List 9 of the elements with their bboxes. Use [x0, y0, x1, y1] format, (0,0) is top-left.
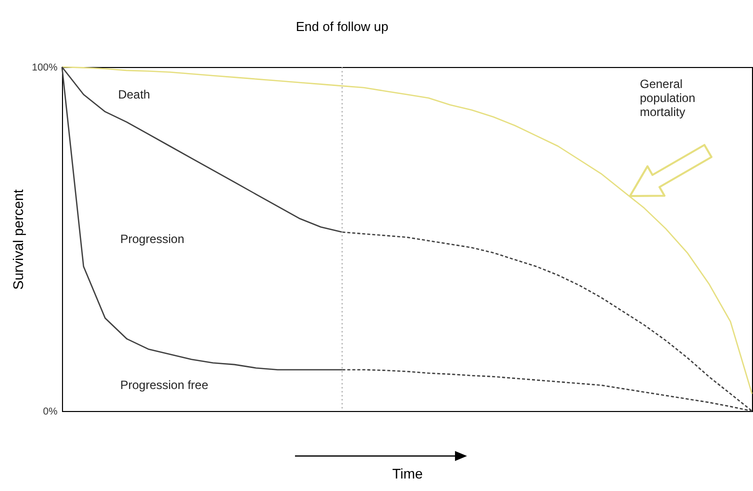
y-tick-label: 0% [43, 406, 58, 418]
x-axis-title: Time [392, 466, 424, 482]
text: End of follow up [296, 19, 388, 34]
y-tick-label: 100% [32, 62, 58, 74]
annotation: Progression [120, 232, 184, 246]
annotation: Death [118, 88, 150, 102]
y-axis-title: Survival percent [10, 189, 26, 290]
annotation: General population mortality [640, 77, 696, 120]
annotation: Progression free [120, 378, 209, 392]
